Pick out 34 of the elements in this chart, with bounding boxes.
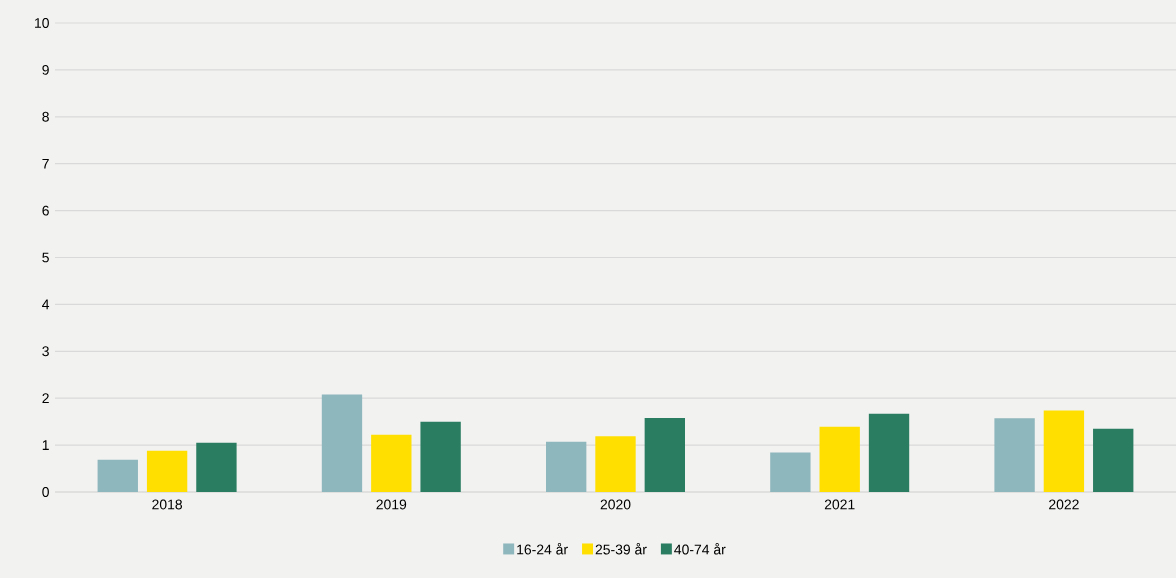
bar [321, 394, 363, 492]
y-tick-label: 10 [35, 18, 49, 28]
y-tick-label: 8 [42, 111, 49, 122]
bar [146, 450, 188, 492]
legend-label: 25-39 år [595, 543, 647, 555]
bar [868, 413, 910, 492]
bar [371, 434, 412, 492]
bar [644, 417, 685, 492]
x-tick-label: 2020 [600, 499, 631, 510]
x-tick-label: 2018 [152, 499, 183, 510]
y-tick-label: 5 [42, 252, 49, 263]
x-tick-label: 2021 [824, 499, 855, 510]
y-tick-label: 4 [42, 299, 50, 310]
y-tick-label: 1 [42, 440, 49, 450]
x-tick-label: 2019 [376, 499, 407, 510]
x-tick-label: 2022 [1049, 499, 1079, 510]
bar [196, 442, 237, 492]
bar [97, 459, 138, 492]
y-tick-label: 0 [42, 487, 49, 497]
bar [770, 452, 811, 492]
bar [1043, 410, 1085, 492]
bar [595, 436, 636, 492]
legend-label: 16-24 år [517, 543, 568, 555]
bar [546, 441, 587, 492]
bar [420, 421, 461, 492]
y-tick-label: 7 [42, 158, 49, 169]
y-tick-label: 2 [42, 393, 49, 404]
bar [1093, 428, 1134, 492]
legend-label: 40-74 år [674, 543, 726, 555]
bar [994, 418, 1035, 492]
y-tick-label: 3 [42, 346, 49, 357]
bar [819, 426, 860, 492]
y-tick-label: 9 [42, 64, 49, 75]
y-tick-label: 6 [42, 205, 49, 216]
